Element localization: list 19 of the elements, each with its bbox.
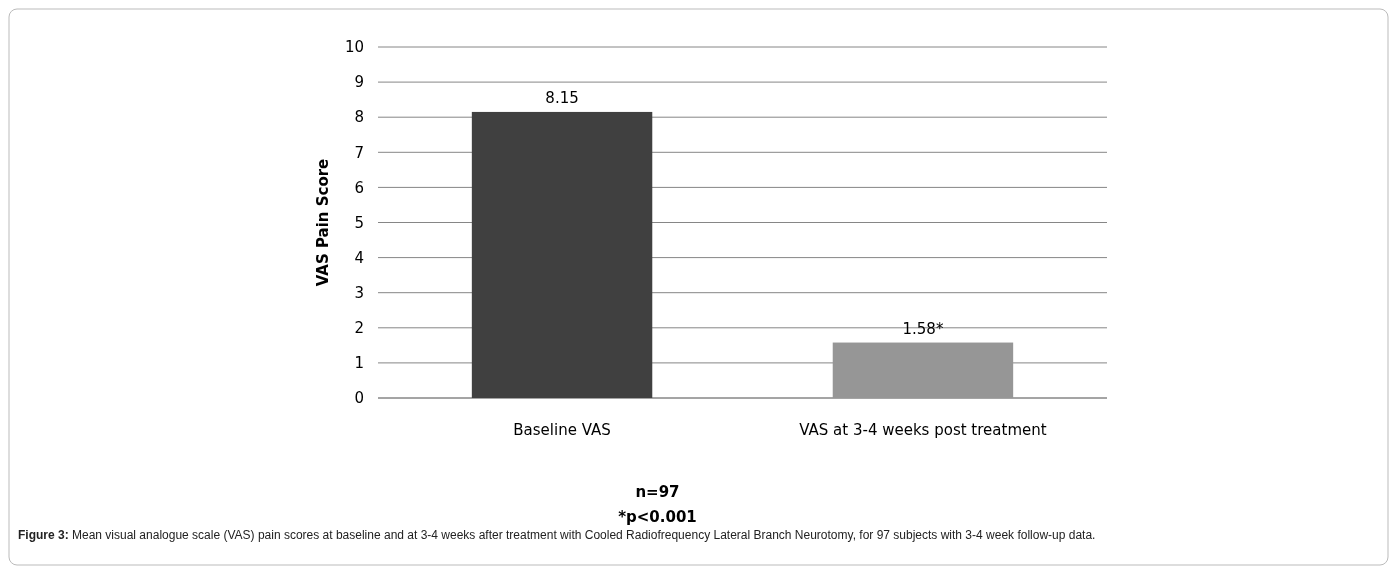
- y-axis-title: VAS Pain Score: [314, 158, 332, 287]
- data-label: 1.58*: [902, 319, 944, 338]
- y-tick-label: 9: [354, 73, 364, 92]
- y-tick-label: 6: [354, 178, 364, 197]
- y-tick-label: 2: [354, 319, 364, 338]
- y-tick-label: 0: [354, 389, 364, 408]
- y-tick-label: 8: [354, 108, 364, 127]
- text: n=97: [635, 483, 680, 501]
- y-tick-label: 5: [354, 213, 364, 232]
- y-tick-label: 4: [354, 248, 364, 267]
- caption: Figure 3: Mean visual analogue scale (VAS) pain scores at baseline and at 3-4 weeks after treatment with Cooled Radiofrequency Lateral Branch Neurotomy, for 97 subjects with 3-4 week follow-up data.: [18, 528, 1096, 542]
- text: *p<0.001: [618, 508, 697, 526]
- data-label: 8.15: [545, 88, 579, 107]
- y-tick-label: 3: [354, 283, 364, 302]
- x-tick-label: Baseline VAS: [513, 421, 611, 439]
- x-tick-label: VAS at 3-4 weeks post treatment: [799, 421, 1047, 439]
- y-tick-label: 7: [354, 143, 364, 162]
- y-tick-label: 1: [354, 354, 364, 373]
- y-tick-label: 10: [344, 38, 364, 57]
